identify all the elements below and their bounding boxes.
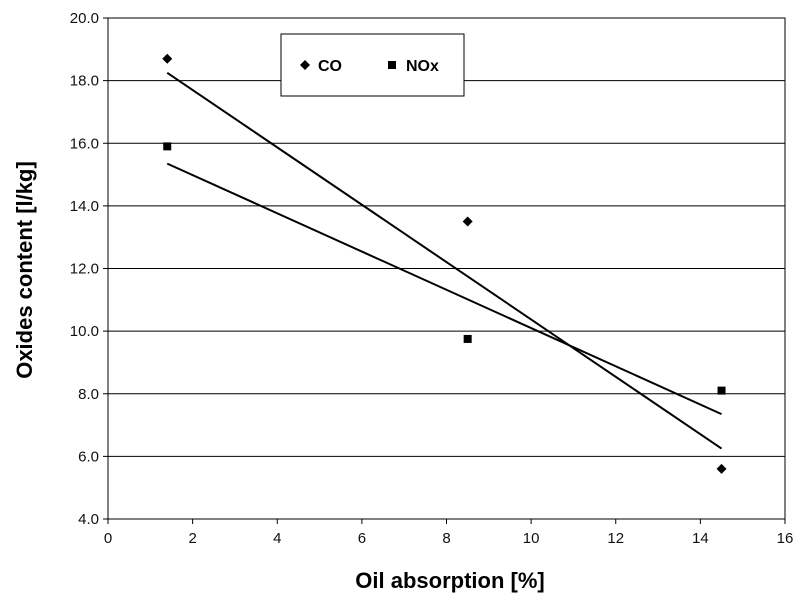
y-tick-label: 6.0	[78, 448, 99, 465]
y-tick-label: 16.0	[70, 135, 99, 152]
x-tick-label: 14	[692, 530, 709, 547]
trendlines	[166, 71, 723, 450]
x-tick-label: 0	[104, 530, 112, 547]
y-tick-label: 20.0	[70, 10, 99, 27]
legend-marker-nox	[388, 61, 396, 69]
y-tick-label: 10.0	[70, 323, 99, 340]
data-points	[162, 53, 727, 474]
point-nox	[717, 386, 726, 395]
point-co	[462, 216, 473, 227]
y-axis-ticks: 4.0 6.0 8.0 10.0 12.0 14.0 16.0 18.0 20.0	[70, 10, 108, 528]
trendline-co	[166, 71, 723, 450]
point-nox	[463, 334, 472, 343]
x-tick-label: 6	[358, 530, 366, 547]
x-tick-label: 16	[777, 530, 794, 547]
x-axis-ticks: 0 2 4 6 8 10 12 14 16	[104, 519, 794, 547]
y-tick-label: 4.0	[78, 511, 99, 528]
y-axis-title: Oxides content [l/kg]	[12, 161, 37, 379]
point-co	[162, 53, 173, 64]
y-tick-label: 18.0	[70, 73, 99, 90]
legend-marker-co	[300, 60, 310, 70]
legend-label-co: CO	[318, 58, 342, 75]
y-tick-label: 12.0	[70, 261, 99, 278]
x-tick-label: 10	[523, 530, 540, 547]
legend: CO NOx	[280, 33, 465, 97]
y-tick-label: 8.0	[78, 386, 99, 403]
x-tick-label: 2	[188, 530, 196, 547]
grid-lines	[108, 17, 785, 457]
trendline-nox	[166, 162, 722, 416]
x-tick-label: 12	[607, 530, 624, 547]
point-co	[716, 463, 727, 474]
x-tick-label: 8	[442, 530, 450, 547]
x-axis-title: Oil absorption [%]	[355, 568, 544, 593]
legend-box	[280, 33, 465, 97]
point-nox	[163, 142, 172, 151]
legend-label-nox: NOx	[406, 58, 439, 75]
x-tick-label: 4	[273, 530, 281, 547]
y-tick-label: 14.0	[70, 198, 99, 215]
